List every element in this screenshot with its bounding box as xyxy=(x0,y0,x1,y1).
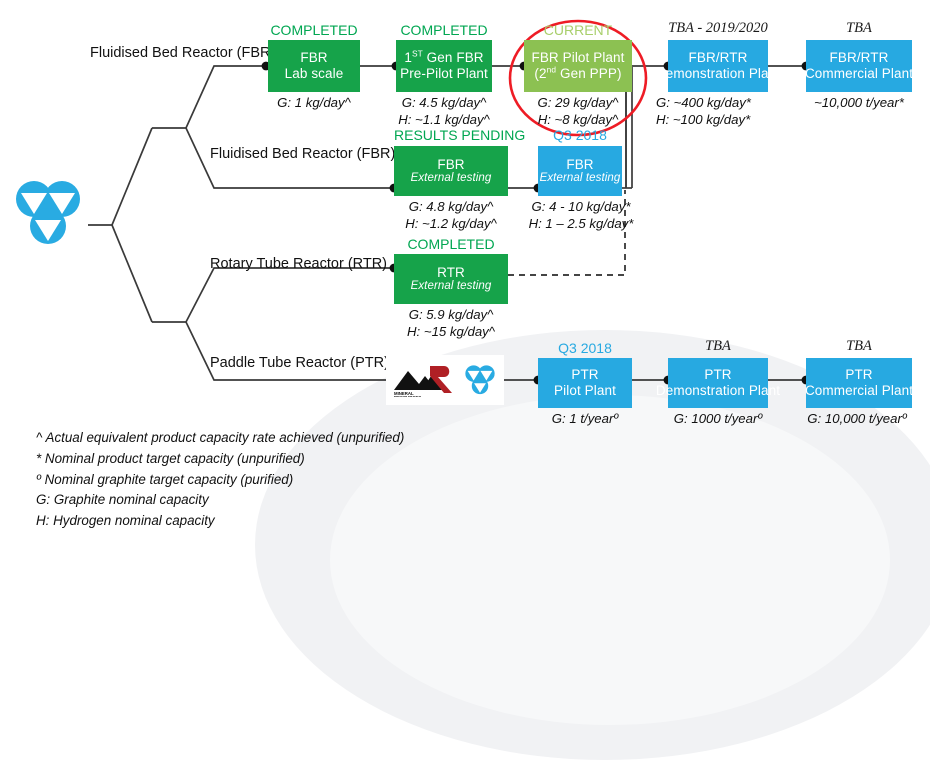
node-ptr-comm[interactable]: PTR Commercial Plant xyxy=(804,358,914,408)
node-fbr-rtr-demo[interactable]: FBR/RTR Demonstration Plant xyxy=(656,40,780,92)
node-ptr-pilot[interactable]: PTR Pilot Plant xyxy=(538,358,632,408)
node-rtr-ext[interactable]: RTR External testing xyxy=(394,254,508,304)
node-subtitle: External testing xyxy=(410,280,492,293)
capacity-line: ~10,000 t/year* xyxy=(814,95,904,110)
capacity-line: G: 10,000 t/yearº xyxy=(807,411,907,426)
node-subtitle: Commercial Plant xyxy=(804,66,914,81)
node-title: FBR xyxy=(300,50,328,66)
status-fbr-rtr-comm: TBA xyxy=(846,20,872,36)
node-title: PTR xyxy=(704,367,732,383)
node-fbr-prepilot[interactable]: 1ST Gen FBR Pre-Pilot Plant xyxy=(396,40,492,92)
status-fbr-lab: COMPLETED xyxy=(270,22,358,38)
capacity-line: H: ~100 kg/day* xyxy=(656,111,751,127)
node-fbr-rtr-comm[interactable]: FBR/RTR Commercial Plant xyxy=(804,40,914,92)
branch-label-ptr: Paddle Tube Reactor (PTR) xyxy=(210,355,389,371)
capacity-line: H: 1 – 2.5 kg/day* xyxy=(528,215,634,231)
node-fbr-lab[interactable]: FBR Lab scale xyxy=(268,40,360,92)
node-title: PTR xyxy=(571,367,599,383)
capacity-line: H: ~8 kg/day^ xyxy=(537,111,619,127)
legend-item: º Nominal graphite target capacity (puri… xyxy=(36,471,294,487)
node-title: PTR xyxy=(845,367,873,383)
partner-logo-card: MINERAL RESOURCES xyxy=(386,355,504,405)
node-title: FBR xyxy=(566,156,594,172)
legend: ^ Actual equivalent product capacity rat… xyxy=(36,428,404,532)
node-fbr-pilot[interactable]: FBR Pilot Plant (2nd Gen PPP) xyxy=(524,40,632,92)
node-subtitle: External testing xyxy=(410,172,492,185)
status-ptr-pilot: Q3 2018 xyxy=(558,340,612,356)
capacity-fbr-ext-blue: G: 4 - 10 kg/day* H: 1 – 2.5 kg/day* xyxy=(520,199,642,233)
capacity-line: G: 5.9 kg/day^ xyxy=(408,307,494,322)
status-fbr-pilot: CURRENT xyxy=(543,22,613,38)
node-title: FBR/RTR xyxy=(829,50,889,66)
capacity-ptr-demo: G: 1000 t/yearº xyxy=(654,411,782,428)
node-title: FBR Pilot Plant xyxy=(531,50,625,66)
node-ptr-demo[interactable]: PTR Demonstration Plant xyxy=(656,358,780,408)
capacity-line: G: 4.8 kg/day^ xyxy=(408,199,494,214)
node-title: FBR xyxy=(437,156,465,172)
svg-text:MINERAL: MINERAL xyxy=(394,391,414,396)
node-subtitle: External testing xyxy=(539,172,621,185)
legend-item: G: Graphite nominal capacity xyxy=(36,492,209,508)
status-fbr-ext-green: RESULTS PENDING xyxy=(394,127,526,143)
capacity-line: H: ~15 kg/day^ xyxy=(407,323,495,339)
capacity-line: H: ~1.1 kg/day^ xyxy=(398,111,490,127)
node-subtitle: Demonstration Plant xyxy=(655,383,781,398)
background-watermark-2 xyxy=(330,395,890,725)
capacity-ptr-comm: G: 10,000 t/yearº xyxy=(790,411,924,428)
legend-item: * Nominal product target capacity (unpur… xyxy=(36,450,305,466)
legend-item: ^ Actual equivalent product capacity rat… xyxy=(36,430,405,445)
node-subtitle: Demonstration Plant xyxy=(655,66,781,81)
trefoil-logo-small xyxy=(465,365,495,395)
capacity-fbr-ext-green: G: 4.8 kg/day^ H: ~1.2 kg/day^ xyxy=(386,199,516,233)
node-subtitle: Pre-Pilot Plant xyxy=(400,66,488,81)
branch-label-fbr-2: Fluidised Bed Reactor (FBR) xyxy=(210,146,396,162)
capacity-line: G: ~400 kg/day* xyxy=(656,95,751,110)
status-ptr-comm: TBA xyxy=(846,338,872,354)
status-fbr-ext-blue: Q3 2018 xyxy=(553,127,607,143)
capacity-fbr-rtr-demo: G: ~400 kg/day* H: ~100 kg/day* xyxy=(656,95,780,129)
capacity-line: G: 1000 t/yearº xyxy=(673,411,763,426)
diagram-canvas: Fluidised Bed Reactor (FBR) Fluidised Be… xyxy=(16,19,930,760)
node-subtitle: (2nd Gen PPP) xyxy=(534,64,622,81)
legend-item: H: Hydrogen nominal capacity xyxy=(36,513,215,529)
node-fbr-ext-blue[interactable]: FBR External testing xyxy=(538,146,622,196)
capacity-fbr-rtr-comm: ~10,000 t/year* xyxy=(796,95,922,112)
branch-label-rtr: Rotary Tube Reactor (RTR) xyxy=(210,256,388,272)
capacity-fbr-prepilot: G: 4.5 kg/day^ H: ~1.1 kg/day^ xyxy=(384,95,504,129)
capacity-line: G: 1 kg/day^ xyxy=(277,95,351,110)
capacity-line: G: 4 - 10 kg/day* xyxy=(531,199,631,214)
node-subtitle: Commercial Plant xyxy=(804,383,914,398)
node-title: FBR/RTR xyxy=(688,50,748,66)
capacity-fbr-lab: G: 1 kg/day^ xyxy=(258,95,370,112)
capacity-line: G: 4.5 kg/day^ xyxy=(401,95,487,110)
trefoil-logo xyxy=(16,181,80,244)
capacity-rtr-ext: G: 5.9 kg/day^ H: ~15 kg/day^ xyxy=(386,307,516,341)
status-ptr-demo: TBA xyxy=(705,338,731,354)
capacity-fbr-pilot: G: 29 kg/day^ H: ~8 kg/day^ xyxy=(516,95,640,129)
node-title: 1ST Gen FBR xyxy=(404,48,484,66)
node-fbr-ext-green[interactable]: FBR External testing xyxy=(394,146,508,196)
capacity-line: H: ~1.2 kg/day^ xyxy=(405,215,497,231)
node-subtitle: Pilot Plant xyxy=(554,383,616,398)
capacity-line: G: 29 kg/day^ xyxy=(537,95,619,110)
node-title: RTR xyxy=(437,264,465,280)
capacity-ptr-pilot: G: 1 t/yearº xyxy=(528,411,642,428)
status-fbr-prepilot: COMPLETED xyxy=(400,22,488,38)
branch-label-fbr-1: Fluidised Bed Reactor (FBR) xyxy=(90,45,276,61)
capacity-line: G: 1 t/yearº xyxy=(551,411,619,426)
node-subtitle: Lab scale xyxy=(284,66,344,81)
status-fbr-rtr-demo: TBA - 2019/2020 xyxy=(668,20,768,36)
mineral-resources-logo: MINERAL RESOURCES xyxy=(394,366,452,397)
status-rtr-ext: COMPLETED xyxy=(407,236,495,252)
svg-text:RESOURCES: RESOURCES xyxy=(394,395,421,397)
